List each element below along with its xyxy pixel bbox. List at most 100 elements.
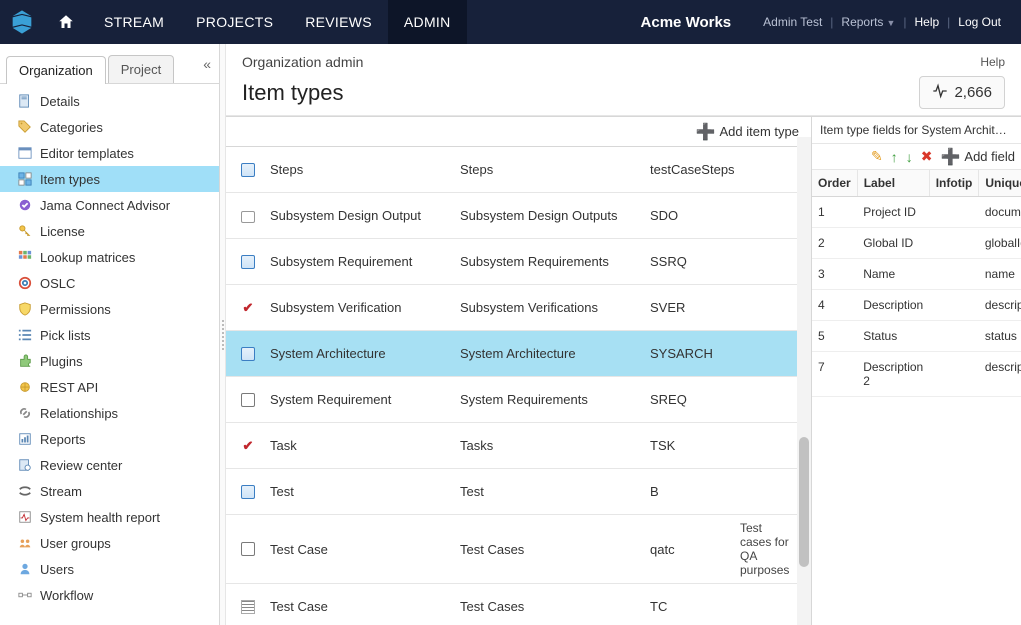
sidebar-item-stream[interactable]: Stream — [0, 478, 219, 504]
field-unique: globalId — [979, 228, 1021, 259]
sidebar-item-permissions[interactable]: Permissions — [0, 296, 219, 322]
item-type-plural: Test — [460, 484, 650, 499]
sidebar-item-oslc[interactable]: OSLC — [0, 270, 219, 296]
item-type-key: qatc — [650, 542, 740, 557]
fields-table: Order Label Infotip Unique Field Name 1P… — [812, 170, 1021, 397]
col-unique[interactable]: Unique Field Name — [979, 170, 1021, 197]
field-row[interactable]: 7Description 2description — [812, 352, 1021, 397]
collapse-left-icon[interactable]: « — [203, 56, 211, 72]
item-type-key: SREQ — [650, 392, 740, 407]
move-down-icon[interactable]: ↓ — [906, 149, 913, 165]
sidebar-item-editor-templates[interactable]: Editor templates — [0, 140, 219, 166]
move-up-icon[interactable]: ↑ — [891, 149, 898, 165]
sidebar-item-details[interactable]: Details — [0, 88, 219, 114]
plugin-icon — [16, 354, 34, 368]
sidebar-item-rest-api[interactable]: REST API — [0, 374, 219, 400]
item-type-row[interactable]: Subsystem Design OutputSubsystem Design … — [226, 193, 811, 239]
field-label: Name — [857, 259, 929, 290]
sidebar-item-workflow[interactable]: Workflow — [0, 582, 219, 608]
field-row[interactable]: 5Statusstatus — [812, 321, 1021, 352]
item-type-row[interactable]: StepsStepstestCaseSteps — [226, 147, 811, 193]
add-item-type-button[interactable]: ➕ Add item type — [696, 122, 799, 142]
logo-icon — [8, 8, 36, 36]
sidebar-item-label: REST API — [40, 380, 98, 395]
logo — [0, 8, 44, 36]
field-label: Project ID — [857, 197, 929, 228]
add-field-button[interactable]: ➕ Add field — [940, 147, 1015, 167]
sidebar-item-user-groups[interactable]: User groups — [0, 530, 219, 556]
field-unique: status — [979, 321, 1021, 352]
item-type-plural: Subsystem Requirements — [460, 254, 650, 269]
link-icon — [16, 406, 34, 420]
field-infotip — [929, 321, 979, 352]
field-infotip — [929, 352, 979, 397]
sidebar-item-users[interactable]: Users — [0, 556, 219, 582]
sidebar-item-relationships[interactable]: Relationships — [0, 400, 219, 426]
item-type-row[interactable]: ✔TaskTasksTSK — [226, 423, 811, 469]
user-label[interactable]: Admin Test — [755, 15, 830, 29]
item-type-key: SYSARCH — [650, 346, 740, 361]
sidebar-item-item-types[interactable]: Item types — [0, 166, 219, 192]
help-link[interactable]: Help — [906, 15, 947, 29]
item-type-row[interactable]: System RequirementSystem RequirementsSRE… — [226, 377, 811, 423]
sidebar-item-license[interactable]: License — [0, 218, 219, 244]
item-type-row[interactable]: Test CaseTest CasesqatcTest cases for QA… — [226, 515, 811, 584]
sidebar-item-label: Review center — [40, 458, 122, 473]
reports-menu[interactable]: Reports▼ — [833, 15, 903, 29]
field-order: 5 — [812, 321, 857, 352]
edit-icon[interactable]: ✎ — [871, 148, 883, 165]
col-infotip[interactable]: Infotip — [929, 170, 979, 197]
sidebar-item-jama-connect-advisor[interactable]: Jama Connect Advisor — [0, 192, 219, 218]
field-row[interactable]: 2Global IDglobalId — [812, 228, 1021, 259]
logout-link[interactable]: Log Out — [950, 15, 1009, 29]
sidebar-item-categories[interactable]: Categories — [0, 114, 219, 140]
item-type-row[interactable]: ✔Subsystem VerificationSubsystem Verific… — [226, 285, 811, 331]
field-row[interactable]: 4Descriptiondescription — [812, 290, 1021, 321]
field-row[interactable]: 1Project IDdocumentK — [812, 197, 1021, 228]
item-type-icon: ✔ — [226, 300, 270, 316]
sidebar-item-pick-lists[interactable]: Pick lists — [0, 322, 219, 348]
item-type-name: Steps — [270, 162, 460, 177]
col-label[interactable]: Label — [857, 170, 929, 197]
item-type-key: SSRQ — [650, 254, 740, 269]
tab-project[interactable]: Project — [108, 55, 174, 83]
vertical-scrollbar[interactable] — [797, 137, 811, 625]
item-type-row[interactable]: System ArchitectureSystem ArchitectureSY… — [226, 331, 811, 377]
item-type-name: Test Case — [270, 542, 460, 557]
sidebar-item-plugins[interactable]: Plugins — [0, 348, 219, 374]
workflow-icon — [16, 588, 34, 602]
col-order[interactable]: Order — [812, 170, 857, 197]
fields-toolbar: ✎ ↑ ↓ ✖ ➕ Add field — [812, 144, 1021, 170]
nav-admin[interactable]: ADMIN — [388, 0, 467, 44]
field-unique: documentK — [979, 197, 1021, 228]
template-icon — [16, 146, 34, 160]
field-infotip — [929, 259, 979, 290]
sidebar-item-system-health-report[interactable]: System health report — [0, 504, 219, 530]
item-type-plural: System Requirements — [460, 392, 650, 407]
itemtypes-icon — [16, 172, 34, 186]
matrix-icon — [16, 250, 34, 264]
item-type-table: ➕ Add item type StepsStepstestCaseStepsS… — [226, 116, 811, 625]
tab-organization[interactable]: Organization — [6, 56, 106, 84]
sidebar-item-lookup-matrices[interactable]: Lookup matrices — [0, 244, 219, 270]
count-value: 2,666 — [954, 84, 992, 101]
item-type-row[interactable]: Subsystem RequirementSubsystem Requireme… — [226, 239, 811, 285]
sidebar-item-reports[interactable]: Reports — [0, 426, 219, 452]
groups-icon — [16, 536, 34, 550]
delete-icon[interactable]: ✖ — [921, 148, 933, 165]
item-type-plural: System Architecture — [460, 346, 650, 361]
item-type-row[interactable]: TestTestB — [226, 469, 811, 515]
home-button[interactable] — [44, 13, 88, 31]
field-order: 3 — [812, 259, 857, 290]
nav-projects[interactable]: PROJECTS — [180, 0, 289, 44]
nav-reviews[interactable]: REVIEWS — [289, 0, 388, 44]
main-help-link[interactable]: Help — [980, 55, 1005, 69]
sidebar-item-label: Details — [40, 94, 80, 109]
field-row[interactable]: 3Namename — [812, 259, 1021, 290]
oslc-icon — [16, 276, 34, 290]
sidebar-item-label: Permissions — [40, 302, 111, 317]
sidebar-item-review-center[interactable]: Review center — [0, 452, 219, 478]
item-type-row[interactable]: Test CaseTest CasesTC — [226, 584, 811, 625]
sidebar-item-label: Jama Connect Advisor — [40, 198, 170, 213]
nav-stream[interactable]: STREAM — [88, 0, 180, 44]
